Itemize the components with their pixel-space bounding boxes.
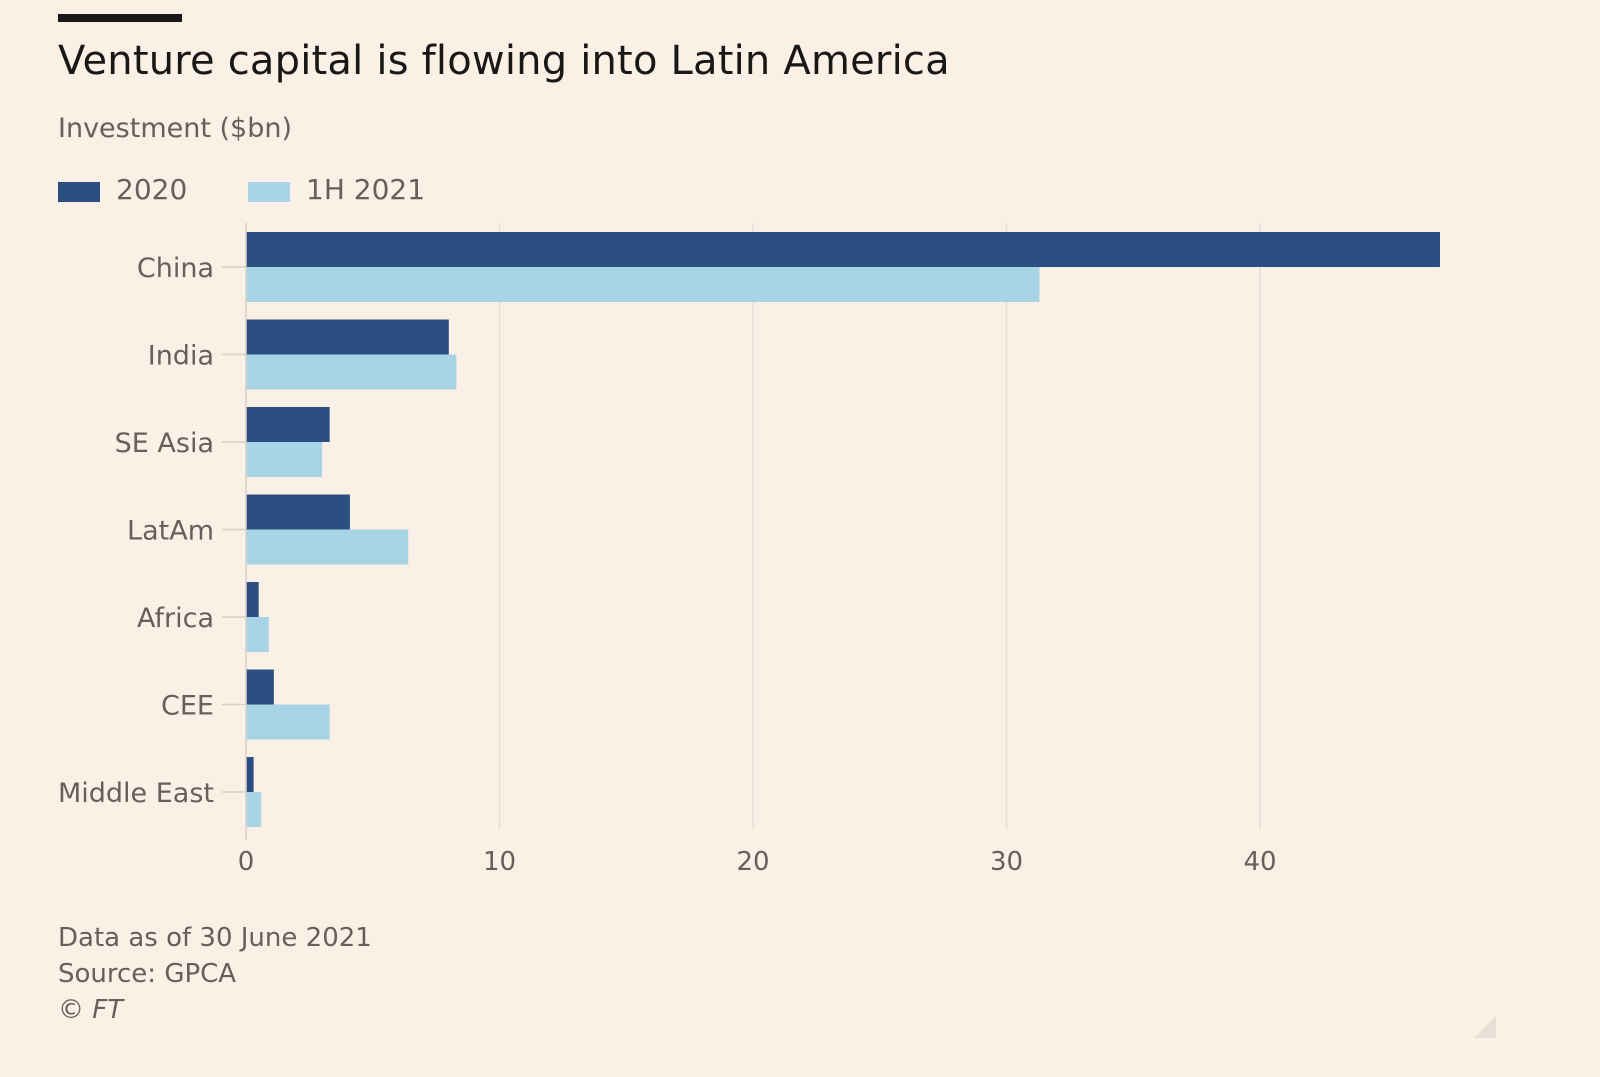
copyright-note: © FT [58,995,124,1025]
x-tick-label-40: 40 [1243,847,1276,877]
bar-china-1h-2021 [246,267,1040,302]
bar-india-2020 [246,319,449,355]
top-rule [58,14,182,22]
bar-latam-1h-2021 [246,529,409,565]
x-tick-label-30: 30 [990,847,1023,877]
category-label-africa: Africa [137,603,214,634]
bar-india-1h-2021 [246,354,457,390]
category-label-india: India [148,341,214,372]
category-label-latam: LatAm [127,516,214,547]
legend-label-2020: 2020 [116,173,188,206]
bar-cee-1h-2021 [246,704,330,740]
chart-title: Venture capital is flowing into Latin Am… [58,38,950,84]
bar-se-asia-1h-2021 [246,442,323,477]
bar-cee-2020 [246,669,274,705]
legend-swatch-1h-2021 [248,182,290,202]
legend-swatch-2020 [58,182,100,202]
bar-africa-1h-2021 [246,617,269,652]
bar-africa-2020 [246,582,259,617]
source-note: Source: GPCA [58,959,237,989]
category-label-china: China [137,253,214,284]
x-tick-label-20: 20 [736,847,769,877]
legend-label-1h-2021: 1H 2021 [306,173,426,206]
data-note: Data as of 30 June 2021 [58,923,372,953]
bar-chart: China India SE Asia LatAm Africa CEE Middle Ea… [58,223,1440,877]
category-label-middle-east: Middle East [58,778,214,809]
bar-middle-east-2020 [246,757,254,792]
category-label-se-asia: SE Asia [115,428,214,459]
bar-middle-east-1h-2021 [246,792,262,827]
category-label-cee: CEE [161,691,214,722]
bar-china-2020 [246,232,1440,267]
chart-subtitle: Investment ($bn) [58,113,293,144]
x-tick-label-0: 0 [238,847,255,877]
bar-latam-2020 [246,494,350,530]
bar-se-asia-2020 [246,407,330,442]
x-tick-label-10: 10 [483,847,516,877]
resize-corner-icon [1474,1016,1496,1038]
